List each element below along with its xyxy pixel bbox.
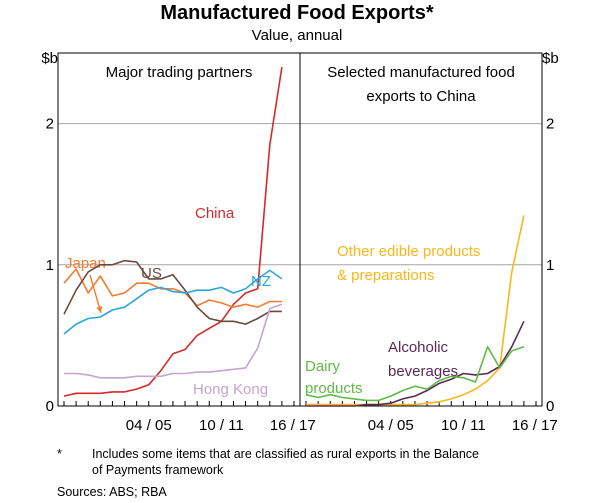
y-unit-left: $b [41, 50, 58, 67]
series-line-hong-kong [64, 303, 283, 379]
x-tick-label: 04 / 05 [368, 417, 414, 434]
series-line-us [63, 259, 282, 325]
x-tick-label: 16 / 17 [270, 417, 316, 434]
series-label-nz: NZ [251, 273, 271, 290]
panel-selected-exports-to-china: Selected manufactured food exports to Chi… [305, 64, 558, 434]
y-tick-label-left: 0 [46, 398, 54, 415]
footnote-marker: * [57, 447, 62, 461]
series-label-alcoholic-beverages: Alcoholic [388, 339, 449, 356]
label-arrow-head [96, 306, 103, 313]
y-tick-label-left: 1 [46, 257, 54, 274]
y-tick-label-right: 2 [546, 116, 554, 133]
series-line-nz [63, 269, 283, 335]
plot-frame: 0 0 1 1 2 2 [46, 52, 554, 415]
panel-title: Major trading partners [106, 64, 253, 81]
sources-note: Sources: ABS; RBA [57, 485, 167, 499]
series-label-us: US [141, 265, 162, 282]
series-line-alcoholic-beverages [306, 320, 525, 407]
y-tick-label-left: 2 [46, 116, 54, 133]
series-label-hong-kong: Hong Kong [193, 381, 268, 398]
footnote-line-1: Includes some items that are classified … [92, 447, 479, 461]
panel-title: Selected manufactured food [327, 64, 515, 81]
y-unit-right: $b [542, 50, 559, 67]
series-label-japan: Japan [65, 255, 106, 272]
x-tick-label: 10 / 11 [441, 417, 486, 434]
series-label-dairy-products: Dairy [305, 358, 341, 375]
footnote-line-2: of Payments framework [92, 463, 224, 477]
series-line-dairy-products [305, 345, 525, 402]
series-label-china: China [195, 205, 235, 222]
chart-title: Manufactured Food Exports* [160, 2, 434, 24]
series-line-other-edible-products-preparations [306, 215, 525, 406]
series-label-alcoholic-beverages: beverages [388, 363, 458, 380]
series-label-other-edible-products-preparations: Other edible products [337, 243, 480, 260]
series-label-other-edible-products-preparations: & preparations [337, 267, 435, 284]
series-label-dairy-products: products [305, 380, 363, 397]
y-tick-label-right: 0 [546, 398, 554, 415]
x-tick-label: 04 / 05 [126, 417, 172, 434]
y-tick-label-right: 1 [546, 257, 554, 274]
panel-title: exports to China [366, 88, 476, 105]
series-line-china [63, 66, 283, 397]
x-tick-label: 16 / 17 [512, 417, 558, 434]
panel-major-trading-partners: Major trading partners 04 / 05 10 / 11 16 /… [63, 64, 316, 434]
series-line-japan [63, 268, 282, 308]
label-arrow [89, 274, 102, 314]
x-tick-label: 10 / 11 [199, 417, 244, 434]
chart-subtitle: Value, annual [252, 27, 343, 44]
